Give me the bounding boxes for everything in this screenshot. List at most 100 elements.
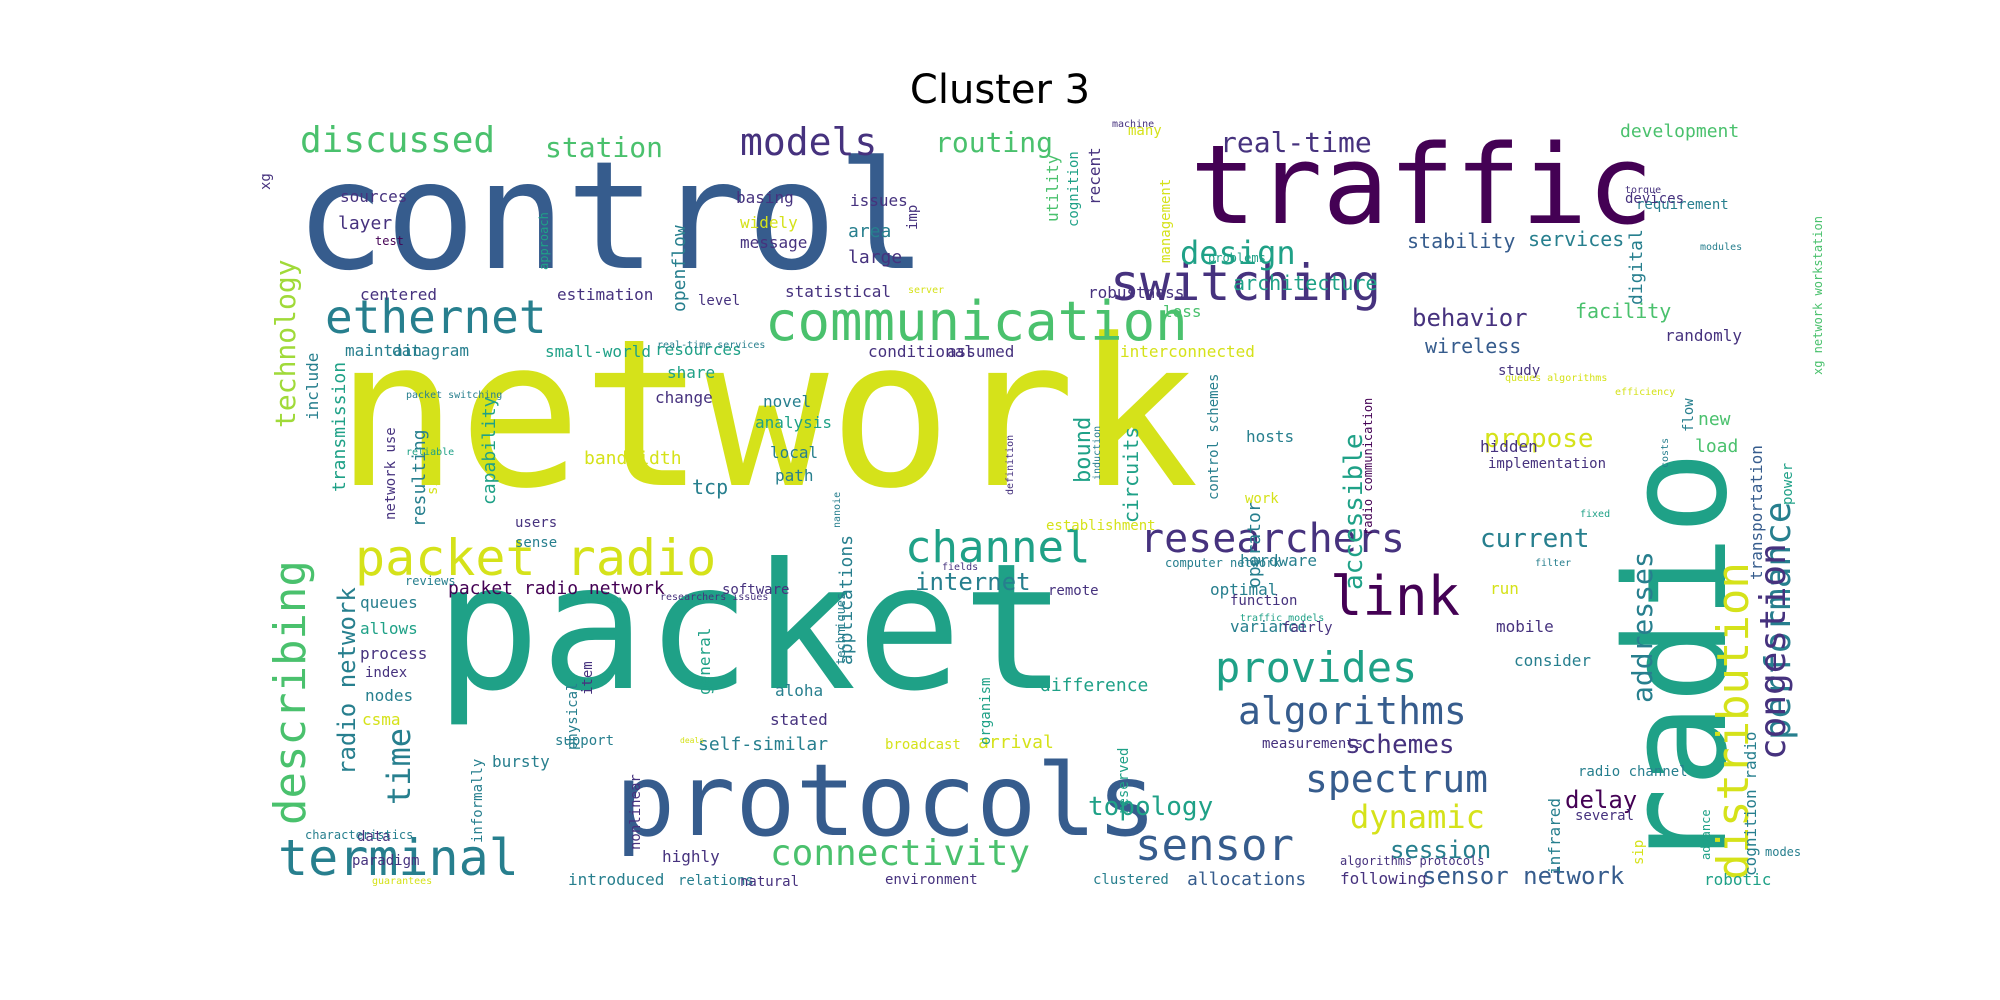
cloud-word: xg [258, 173, 274, 190]
cloud-word: resulting [409, 429, 430, 527]
cloud-word: applications [836, 535, 857, 665]
page-title: Cluster 3 [909, 67, 1091, 113]
cloud-word: operator [1244, 501, 1265, 588]
cloud-word: hosts [1246, 427, 1294, 446]
cloud-word: nanoie [832, 492, 843, 528]
cloud-word: large [848, 247, 902, 268]
cloud-word: protocols [615, 742, 1157, 859]
cloud-word: digital [1626, 229, 1647, 305]
cloud-word: support [555, 733, 614, 749]
cloud-word: behavior [1412, 304, 1528, 332]
cloud-word: filter [1535, 558, 1571, 569]
cloud-word: algorithms [1238, 689, 1467, 733]
cloud-word: highly [662, 847, 720, 866]
cloud-word: simulation [562, 595, 622, 606]
cloud-word: openflow [669, 225, 690, 312]
cloud-word: study [1498, 363, 1540, 379]
cloud-word: sense [515, 535, 557, 551]
cloud-word: machine [1112, 119, 1154, 130]
cloud-word: station [545, 131, 663, 164]
cloud-word: characteristics [305, 828, 413, 842]
cloud-word: share [667, 363, 715, 382]
cloud-word: cognition [1066, 151, 1082, 227]
cloud-word: models [740, 120, 877, 164]
cloud-word: sensor network [1422, 862, 1625, 890]
cloud-word: mobile [1496, 617, 1554, 636]
cloud-word: induction [1092, 426, 1103, 480]
cloud-word: propose [1484, 424, 1594, 454]
cloud-word: current [1480, 524, 1590, 554]
cloud-word: test [375, 234, 404, 248]
cloud-word: describing [265, 560, 316, 825]
cloud-word: arrival [978, 732, 1054, 753]
cloud-word: delay [1565, 786, 1637, 814]
cloud-word: deals [680, 736, 704, 745]
cloud-word: informally [470, 759, 486, 843]
cloud-word: sources [340, 187, 407, 206]
cloud-word: advance [1699, 809, 1713, 860]
cloud-word: fixed [1580, 509, 1610, 520]
cloud-word: packet switching [406, 390, 502, 401]
cloud-word: guarantees [372, 876, 432, 887]
cloud-word: change [655, 388, 713, 407]
cloud-word: torque [1625, 185, 1661, 196]
cloud-word: users [515, 515, 557, 531]
cloud-word: aloha [775, 681, 823, 700]
cloud-word: network [335, 296, 1199, 534]
cloud-word: ethernet [325, 290, 547, 344]
cloud-word: organism [978, 678, 994, 745]
cloud-word: network use [383, 427, 399, 520]
cloud-word: area [848, 221, 891, 242]
cloud-word: bound [1071, 417, 1096, 483]
cloud-word: accessible [1339, 433, 1369, 590]
cloud-word: utility [1043, 154, 1062, 222]
cloud-word: measurements [1262, 736, 1363, 752]
cloud-word: reliable [406, 447, 454, 458]
cloud-word: fairly [1282, 620, 1333, 636]
cloud-word: hidden [1480, 437, 1538, 456]
cloud-word: technology [269, 259, 302, 428]
cloud-word: resources [655, 340, 742, 359]
cloud-word: allows [360, 619, 418, 638]
cloud-word: conditional [868, 342, 974, 361]
cloud-word: robotic [1704, 870, 1771, 889]
cloud-word: function [1230, 593, 1297, 609]
cloud-word: bursty [492, 752, 550, 771]
cloud-word: self-similar [698, 734, 828, 755]
cloud-word: infrared [1545, 798, 1564, 875]
cloud-word: modules [1700, 242, 1742, 253]
cloud-word: radio [1596, 451, 1759, 872]
cloud-word: general [695, 628, 714, 695]
cloud-word: recent [1085, 147, 1104, 205]
cloud-word: optimal [1210, 580, 1277, 599]
cloud-word: researchers issues [660, 592, 768, 603]
cloud-word: xg network workstation [1811, 216, 1825, 375]
cloud-word: wireless [1425, 334, 1521, 358]
cloud-word: design [1180, 234, 1296, 272]
cloud-word: traffic [1190, 121, 1654, 249]
cloud-word: provides [1215, 643, 1417, 692]
cloud-word: time [380, 728, 418, 805]
cloud-word: paradigm [352, 853, 419, 869]
cloud-word: hardware [1240, 551, 1317, 570]
cloud-word: clustered [1093, 872, 1169, 888]
cloud-word: new [1698, 409, 1731, 430]
cloud-word: broadcast [885, 737, 961, 753]
cloud-word: techniques [834, 593, 848, 665]
cloud-word: message [740, 233, 807, 252]
cloud-word: local [770, 443, 818, 462]
cloud-word: dynamic [1350, 798, 1485, 836]
cloud-word: communication [765, 290, 1188, 353]
cloud-word: several [1575, 808, 1634, 824]
cloud-word: internet [915, 568, 1031, 596]
cloud-word: reserved [1116, 748, 1132, 815]
cloud-word: natural [740, 874, 799, 890]
cloud-word: csma [362, 710, 401, 729]
cloud-word: definition [1005, 435, 1016, 495]
cloud-word: channel [905, 522, 1090, 573]
cloud-word: topology [1088, 792, 1213, 822]
cloud-word: many [1128, 123, 1162, 139]
cloud-word: facility [1575, 299, 1671, 323]
cloud-word: environment [885, 872, 978, 888]
cloud-word: control [295, 130, 927, 304]
